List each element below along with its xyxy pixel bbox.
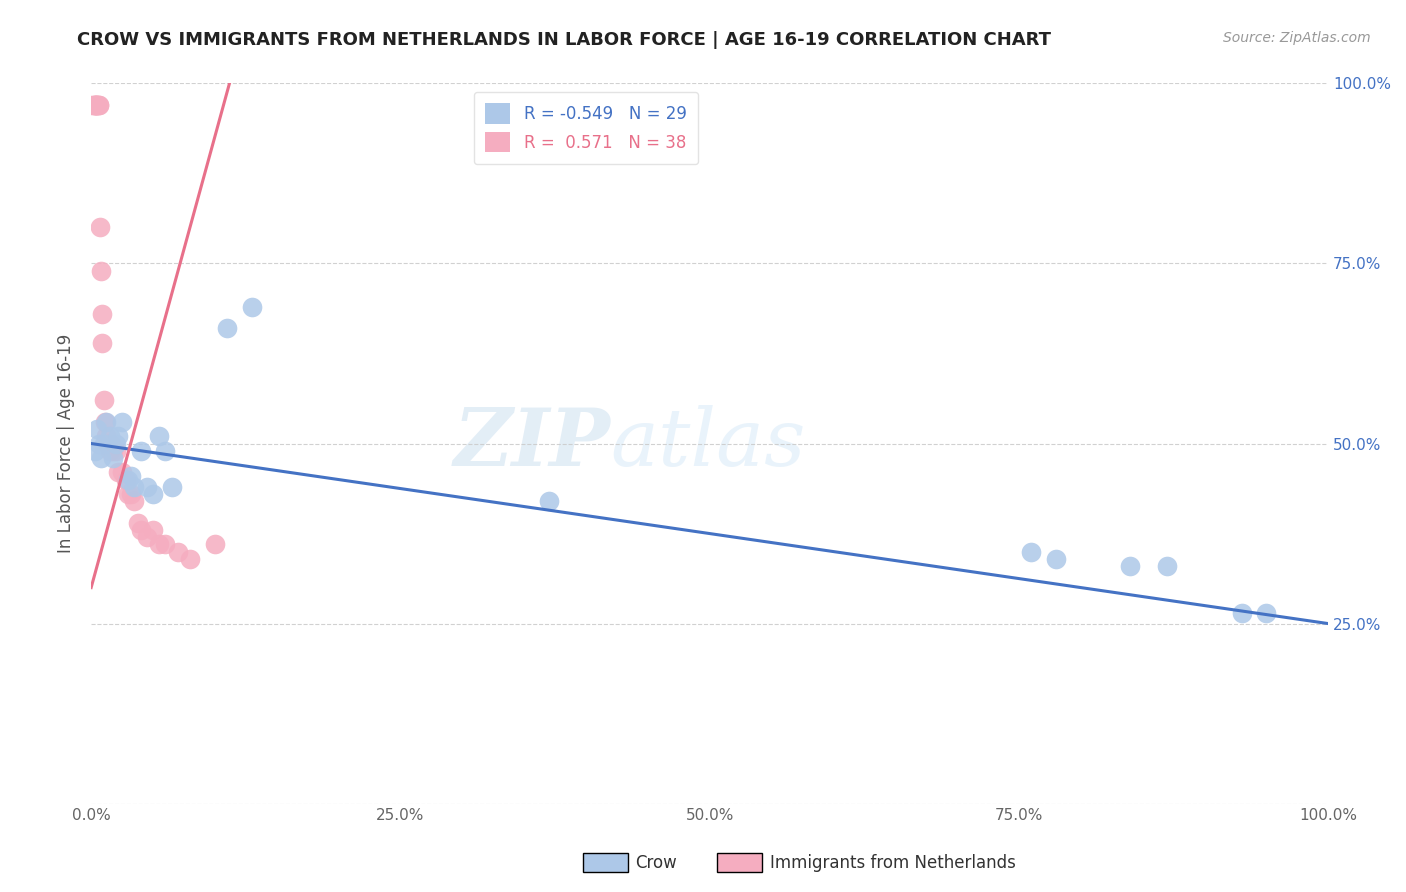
Point	[96, 436, 118, 450]
Point	[91, 335, 114, 350]
Text: CROW VS IMMIGRANTS FROM NETHERLANDS IN LABOR FORCE | AGE 16-19 CORRELATION CHART: CROW VS IMMIGRANTS FROM NETHERLANDS IN L…	[77, 31, 1052, 49]
Point	[1156, 558, 1178, 573]
Point	[84, 98, 107, 112]
Point	[104, 436, 127, 450]
Point	[142, 523, 165, 537]
Point	[155, 443, 177, 458]
Point	[111, 415, 134, 429]
Point	[1230, 606, 1253, 620]
Text: Source: ZipAtlas.com: Source: ZipAtlas.com	[1223, 31, 1371, 45]
Point	[160, 480, 183, 494]
Point	[87, 98, 110, 112]
Point	[94, 415, 117, 429]
Point	[135, 530, 157, 544]
Point	[129, 523, 152, 537]
Point	[98, 443, 121, 458]
Point	[107, 466, 129, 480]
Point	[93, 393, 115, 408]
Point	[83, 98, 105, 112]
Point	[117, 487, 139, 501]
Point	[124, 494, 146, 508]
Point	[98, 429, 121, 443]
Point	[90, 450, 112, 465]
Point	[148, 537, 170, 551]
Point	[1256, 606, 1278, 620]
Point	[142, 487, 165, 501]
Point	[87, 98, 110, 112]
Point	[104, 443, 127, 458]
Point	[91, 307, 114, 321]
Text: ZIP: ZIP	[454, 405, 610, 483]
Point	[83, 98, 105, 112]
Point	[114, 473, 136, 487]
Point	[120, 487, 142, 501]
Point	[1019, 544, 1042, 558]
Point	[204, 537, 226, 551]
Point	[179, 551, 201, 566]
Point	[84, 98, 107, 112]
Point	[83, 443, 105, 458]
Point	[100, 436, 122, 450]
Point	[94, 415, 117, 429]
Point	[111, 466, 134, 480]
Point	[217, 321, 239, 335]
Point	[94, 429, 117, 443]
Point	[120, 469, 142, 483]
Point	[1045, 551, 1067, 566]
Point	[103, 450, 125, 465]
Point	[148, 429, 170, 443]
Point	[240, 300, 263, 314]
Point	[86, 422, 108, 436]
Point	[103, 443, 125, 458]
Point	[135, 480, 157, 494]
Y-axis label: In Labor Force | Age 16-19: In Labor Force | Age 16-19	[58, 334, 75, 553]
Point	[107, 429, 129, 443]
Point	[87, 436, 110, 450]
Point	[129, 443, 152, 458]
Point	[166, 544, 188, 558]
Point	[127, 516, 149, 530]
Point	[93, 436, 115, 450]
Point	[89, 220, 111, 235]
Point	[117, 473, 139, 487]
Text: atlas: atlas	[610, 405, 806, 483]
Point	[1119, 558, 1142, 573]
Text: Crow: Crow	[636, 854, 678, 871]
Legend: R = -0.549   N = 29, R =  0.571   N = 38: R = -0.549 N = 29, R = 0.571 N = 38	[474, 92, 699, 164]
Text: Immigrants from Netherlands: Immigrants from Netherlands	[770, 854, 1017, 871]
Point	[537, 494, 560, 508]
Point	[86, 98, 108, 112]
Point	[90, 263, 112, 277]
Point	[83, 98, 105, 112]
Point	[155, 537, 177, 551]
Point	[82, 98, 104, 112]
Point	[124, 480, 146, 494]
Point	[97, 436, 120, 450]
Point	[86, 98, 108, 112]
